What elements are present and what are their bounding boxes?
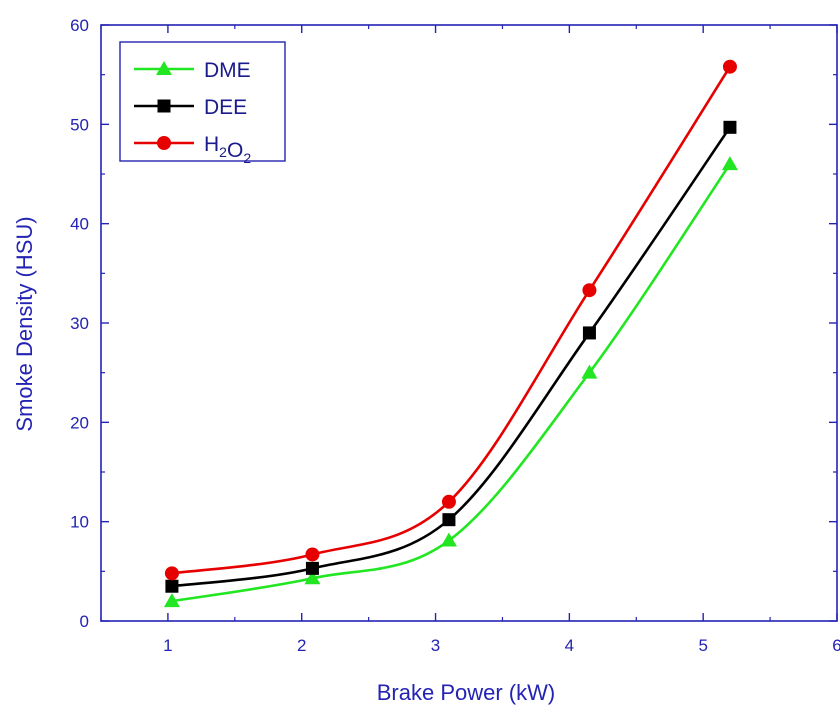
legend: DME DEE H2O2 [119, 41, 286, 166]
legend-marker-dee [157, 99, 171, 113]
legend-label-dme: DME [204, 59, 251, 82]
data-point-h2o2 [441, 494, 456, 509]
x-tick-label: 4 [565, 636, 574, 655]
y-tick-label: 50 [70, 115, 89, 134]
y-tick-label: 20 [70, 413, 89, 432]
y-tick-label: 60 [70, 16, 89, 35]
data-point-h2o2 [582, 283, 597, 298]
x-tick-label: 3 [431, 636, 440, 655]
series-line-h2o2 [171, 66, 732, 575]
y-tick-label: 10 [70, 513, 89, 532]
y-tick-label: 30 [70, 314, 89, 333]
legend-marker-h2o2 [157, 136, 171, 150]
x-axis-title: Brake Power (kW) [377, 680, 555, 705]
data-point-dee [442, 513, 456, 527]
legend-label-h2o2: H2O2 [204, 133, 251, 166]
series-markers [163, 59, 738, 608]
x-tick-label: 2 [297, 636, 306, 655]
data-point-h2o2 [164, 566, 179, 581]
data-point-dee [165, 579, 179, 593]
series-line-dme [171, 163, 732, 603]
y-tick-label: 40 [70, 215, 89, 234]
x-tick-label: 1 [163, 636, 172, 655]
x-tick-label: 6 [832, 636, 840, 655]
legend-label-dee: DEE [204, 96, 247, 119]
data-point-dee [305, 561, 319, 575]
data-point-dme [163, 593, 180, 608]
x-tick-label: 5 [698, 636, 707, 655]
data-point-dee [723, 120, 737, 134]
legend-marker-dme [156, 61, 172, 75]
data-point-dee [582, 326, 596, 340]
data-point-dme [440, 532, 457, 547]
legend-box [119, 41, 286, 162]
y-axis-title: Smoke Density (HSU) [12, 216, 37, 431]
data-point-dme [581, 364, 598, 379]
data-point-dme [721, 156, 738, 171]
data-point-h2o2 [722, 59, 737, 74]
series-line-dee [171, 126, 732, 588]
data-point-h2o2 [305, 547, 320, 562]
y-tick-label: 0 [80, 612, 89, 631]
data-point-dme [304, 570, 321, 585]
series-curves [171, 66, 732, 603]
